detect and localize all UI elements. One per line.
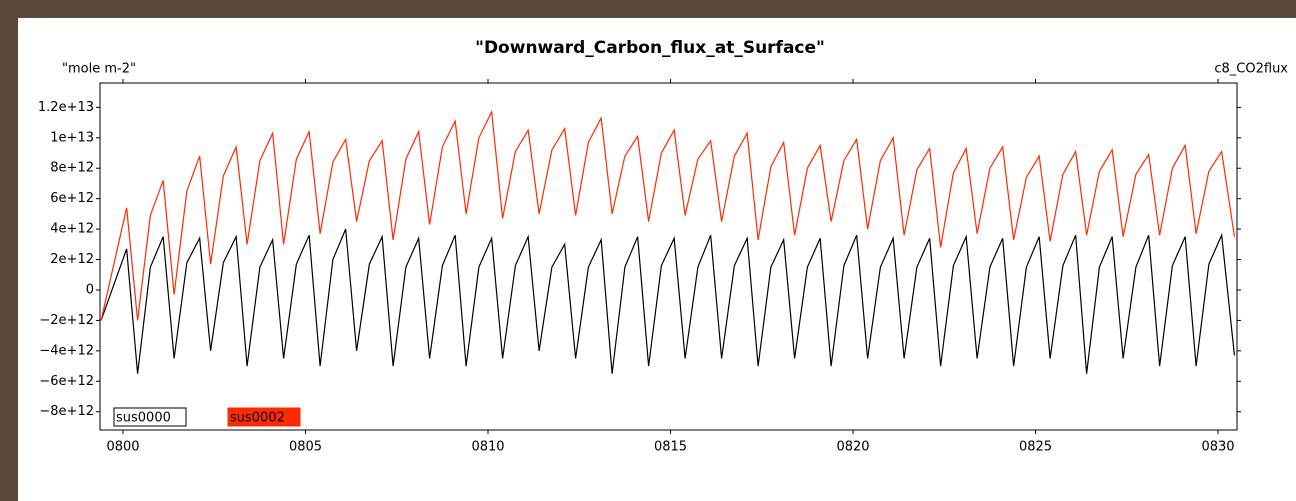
- y-tick-label: 8e+12: [50, 161, 94, 176]
- y-tick-label: 2e+12: [50, 252, 94, 267]
- chart-title: "Downward_Carbon_flux_at_Surface": [475, 38, 825, 58]
- legend-label: sus0002: [230, 411, 285, 426]
- y-tick-label: 4e+12: [50, 222, 94, 237]
- plot-frame: [99, 82, 1238, 431]
- y-tick-label: 0: [86, 282, 94, 297]
- y-tick-label: 1.2e+13: [38, 100, 94, 115]
- x-tick-label: 0815: [654, 440, 687, 455]
- x-tick-label: 0825: [1019, 440, 1052, 455]
- legend-swatch: [113, 407, 187, 427]
- series-line: [100, 109, 1236, 321]
- series-line: [100, 228, 1236, 374]
- variable-label: c8_CO2flux: [1214, 62, 1288, 77]
- y-tick-label: 1e+13: [50, 130, 94, 145]
- x-tick-label: 0820: [836, 440, 869, 455]
- legend-label: sus0000: [116, 411, 171, 426]
- y-unit-label: "mole m-2": [62, 62, 136, 77]
- y-tick-label: 6e+12: [50, 191, 94, 206]
- y-tick-label: −8e+12: [39, 404, 94, 419]
- x-tick-label: 0800: [106, 440, 139, 455]
- x-tick-label: 0830: [1201, 440, 1234, 455]
- x-tick-label: 0805: [289, 440, 322, 455]
- x-tick-label: 0810: [471, 440, 504, 455]
- y-tick-label: −4e+12: [39, 343, 94, 358]
- y-tick-label: −2e+12: [39, 313, 94, 328]
- legend-swatch: [227, 407, 301, 427]
- y-tick-label: −6e+12: [39, 374, 94, 389]
